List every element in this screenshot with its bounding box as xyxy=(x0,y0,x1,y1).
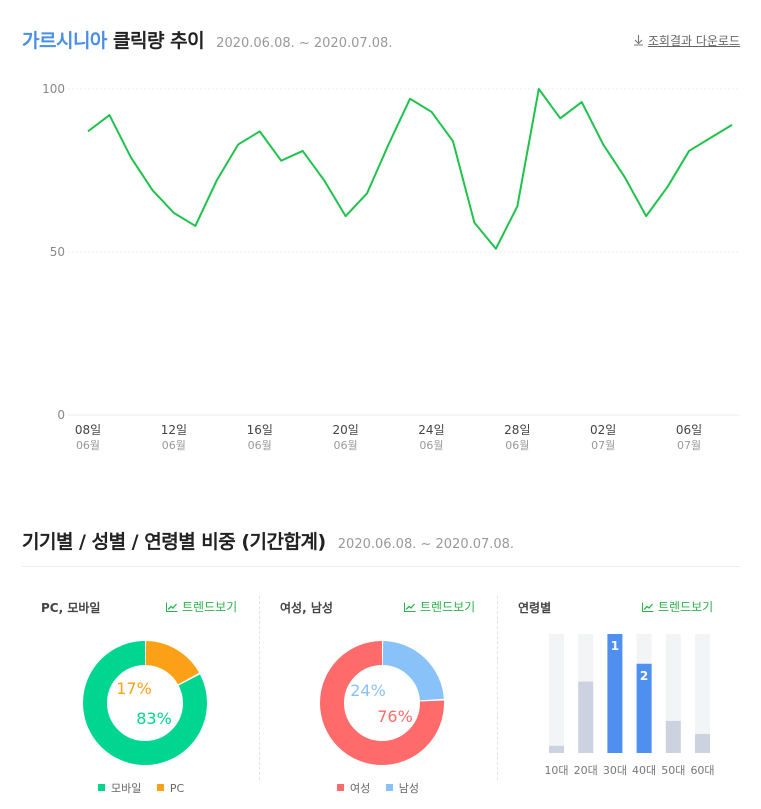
rank-label: 2 xyxy=(640,669,648,683)
click-trend-line-chart: 100 50 0 08일 06월 12일 06월 16일 06월 20일 06월 24일 06월 28일 0… xyxy=(42,82,740,452)
x-tick-day: 08일 xyxy=(75,423,101,437)
age-trend-button[interactable]: 트렌드보기 xyxy=(642,598,713,615)
share-date-range: 2020.06.08. ~ 2020.07.08. xyxy=(337,537,515,552)
age-category-label: 40대 xyxy=(632,764,656,777)
age-bar[interactable] xyxy=(636,663,652,753)
x-tick-month: 06월 xyxy=(505,439,529,452)
age-bar[interactable] xyxy=(578,681,594,753)
legend-item-male: 남성 xyxy=(385,782,419,795)
y-tick-label: 50 xyxy=(50,245,65,259)
download-arrow-icon xyxy=(633,35,643,46)
trend-label: 트렌드보기 xyxy=(420,600,476,614)
age-category-label: 20대 xyxy=(574,764,598,777)
gender-panel-title: 여성, 남성 xyxy=(280,601,333,615)
section-divider xyxy=(22,566,740,567)
x-tick-month: 07월 xyxy=(677,439,701,452)
slice-percent-label: 24% xyxy=(350,681,386,700)
x-tick-month: 06월 xyxy=(248,439,272,452)
bar-track xyxy=(695,634,710,753)
x-tick-day: 12일 xyxy=(161,423,187,437)
x-tick-month: 06월 xyxy=(76,439,100,452)
x-tick-day: 16일 xyxy=(247,423,273,437)
x-tick-month: 07월 xyxy=(591,439,615,452)
legend-item-female: 여성 xyxy=(337,782,370,795)
slice-percent-label: 17% xyxy=(116,679,152,698)
x-tick-day: 20일 xyxy=(332,423,358,437)
age-bar[interactable] xyxy=(665,720,681,753)
slice-percent-label: 83% xyxy=(136,709,172,728)
device-panel-title: PC, 모바일 xyxy=(41,601,101,615)
legend-item-pc: PC xyxy=(156,782,184,795)
donut-slice[interactable] xyxy=(83,641,207,765)
age-category-label: 10대 xyxy=(544,764,568,777)
panel-divider xyxy=(259,596,260,780)
share-title: 기기별 / 성별 / 연령별 비중 (기간합계) xyxy=(22,531,326,553)
title-suffix: 클릭량 추이 xyxy=(113,30,205,52)
device-donut-chart: 83% 17% xyxy=(83,641,207,765)
age-category-label: 50대 xyxy=(661,764,685,777)
donut-slice[interactable] xyxy=(320,641,444,765)
download-results-link[interactable]: 조회결과 다운로드 xyxy=(633,32,740,49)
age-bar-chart: 10대 20대 1 30대 2 40대 50대 60대 xyxy=(544,634,715,777)
trend-chart-icon xyxy=(642,602,654,612)
x-tick-day: 06일 xyxy=(676,423,702,437)
age-bar[interactable] xyxy=(607,634,623,753)
x-tick-month: 06월 xyxy=(334,439,358,452)
trend-chart-icon xyxy=(404,602,416,612)
x-tick-day: 24일 xyxy=(418,423,444,437)
trend-chart-icon xyxy=(166,602,178,612)
rank-label: 1 xyxy=(611,639,619,653)
device-legend: 모바일 PC xyxy=(98,780,184,796)
gender-legend: 여성 남성 xyxy=(337,780,419,796)
age-category-label: 60대 xyxy=(690,764,714,777)
y-tick-label: 0 xyxy=(57,408,65,422)
date-range: 2020.06.08. ~ 2020.07.08. xyxy=(216,36,393,51)
panel-divider xyxy=(497,596,498,780)
age-category-label: 30대 xyxy=(603,764,627,777)
age-bar[interactable] xyxy=(695,733,710,753)
slice-percent-label: 76% xyxy=(377,707,413,726)
share-section-title: 기기별 / 성별 / 연령별 비중 (기간합계) 2020.06.08. ~ 2… xyxy=(22,527,514,554)
age-bar[interactable] xyxy=(549,745,564,753)
bar-track xyxy=(549,634,564,753)
download-label: 조회결과 다운로드 xyxy=(647,34,740,48)
gender-donut-chart: 76%24% xyxy=(320,641,444,765)
series-line xyxy=(87,88,733,250)
x-tick-month: 06월 xyxy=(419,439,443,452)
trend-label: 트렌드보기 xyxy=(182,600,238,614)
legend-item-mobile: 모바일 xyxy=(98,782,141,795)
age-panel-title: 연령별 xyxy=(518,601,552,615)
device-trend-button[interactable]: 트렌드보기 xyxy=(166,598,237,615)
x-tick-month: 06월 xyxy=(162,439,186,452)
trend-label: 트렌드보기 xyxy=(658,600,714,614)
gender-trend-button[interactable]: 트렌드보기 xyxy=(404,598,475,615)
click-trend-title: 가르시니아 클릭량 추이 2020.06.08. ~ 2020.07.08. xyxy=(22,26,392,53)
x-tick-day: 28일 xyxy=(504,423,530,437)
keyword: 가르시니아 xyxy=(22,30,107,52)
x-tick-day: 02일 xyxy=(590,423,616,437)
y-tick-label: 100 xyxy=(42,82,65,96)
